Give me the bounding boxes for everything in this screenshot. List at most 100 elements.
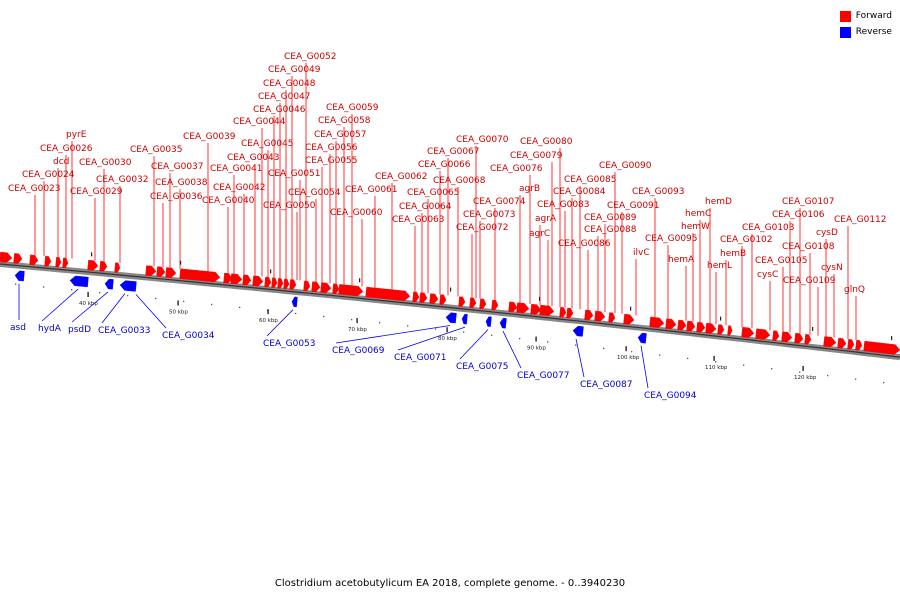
- forward-gene-label: CEA_G0072: [456, 223, 509, 233]
- forward-gene-arrow: [608, 312, 616, 323]
- reverse-gene-arrow: [445, 312, 457, 324]
- minor-tick: [547, 341, 549, 343]
- forward-gene-label: CEA_G0067: [427, 147, 480, 157]
- reverse-gene-label: asd: [10, 323, 26, 333]
- minor-tick: [491, 334, 493, 337]
- forward-gene-label: CEA_G0090: [599, 161, 652, 171]
- forward-gene-label: CEA_G0047: [258, 92, 311, 102]
- reverse-gene-arrow: [572, 325, 584, 337]
- forward-gene-label: CEA_G0074: [473, 197, 526, 207]
- forward-gene-label: CEA_G0068: [433, 176, 486, 186]
- forward-gene-arrow: [277, 278, 284, 289]
- forward-gene-label: CEA_G0062: [375, 172, 428, 182]
- minor-tick: [827, 374, 829, 377]
- forward-gene-label: CEA_G0089: [584, 213, 637, 223]
- scale-tick: [802, 365, 804, 371]
- minor-tick: [127, 294, 129, 297]
- forward-gene-label: glnQ: [844, 285, 865, 295]
- minor-tick: [659, 354, 661, 356]
- forward-gene-label: cysD: [816, 228, 838, 238]
- minor-tick: [687, 357, 689, 360]
- scale-tick-label: 80 kbp: [438, 336, 457, 342]
- scale-tick: [625, 346, 627, 352]
- forward-gene-label: CEA_G0085: [564, 175, 617, 185]
- scale-tick-label: 100 kbp: [617, 355, 640, 361]
- forward-gene-arrow: [804, 334, 812, 345]
- forward-gene-label: CEA_G0103: [742, 223, 795, 233]
- forward-gene-label: CEA_G0086: [558, 239, 611, 249]
- forward-gene-label: hemW: [681, 222, 710, 232]
- minor-tick: [323, 315, 325, 318]
- forward-gene-label: hemB: [720, 249, 746, 259]
- minor-tick: [799, 371, 801, 373]
- forward-gene-label: cysN: [821, 263, 843, 273]
- forward-gene-label: agrB: [519, 184, 540, 194]
- reverse-gene-arrow: [499, 317, 507, 329]
- forward-gene-arrow: [44, 255, 52, 267]
- forward-gene-arrow: [677, 319, 687, 331]
- minor-tick: [183, 300, 185, 303]
- minor-tick: [575, 344, 577, 346]
- forward-gene-arrow: [530, 303, 542, 315]
- reverse-gene-label: CEA_G0075: [456, 362, 509, 372]
- track-marker: [720, 316, 722, 321]
- forward-gene-arrow: [855, 339, 863, 351]
- backbone-line: [0, 263, 900, 358]
- forward-gene-label: CEA_G0057: [314, 130, 367, 140]
- forward-gene-label: CEA_G0112: [834, 215, 887, 225]
- track-marker: [91, 252, 93, 257]
- scale-tick-label: 120 kbp: [794, 375, 817, 381]
- reverse-gene-arrow: [119, 280, 137, 292]
- forward-gene-label: CEA_G0060: [330, 208, 383, 218]
- reverse-gene-arrow: [14, 270, 25, 282]
- forward-gene-label: CEA_G0036: [150, 192, 203, 202]
- forward-gene-label: hemL: [707, 261, 732, 271]
- forward-gene-label: CEA_G0038: [155, 178, 208, 188]
- forward-gene-arrow: [252, 275, 264, 287]
- forward-gene-arrow: [863, 340, 900, 355]
- minor-tick: [211, 303, 213, 306]
- forward-gene-label: pyrE: [66, 130, 87, 140]
- forward-gene-label: cysC: [757, 270, 778, 280]
- reverse-gene-arrow: [104, 278, 114, 290]
- minor-tick: [239, 306, 241, 309]
- legend-label-forward: Forward: [855, 11, 892, 21]
- forward-gene-label: hemA: [668, 255, 695, 265]
- forward-gene-label: CEA_G0055: [305, 156, 358, 166]
- forward-gene-label: CEA_G0091: [607, 201, 660, 211]
- forward-gene-arrow: [412, 291, 420, 303]
- legend: Forward Reverse: [839, 8, 892, 40]
- forward-gene-arrow: [594, 310, 606, 322]
- forward-gene-arrow: [311, 281, 321, 293]
- scale-tick: [535, 336, 537, 342]
- forward-gene-arrow: [55, 256, 62, 268]
- forward-gene-label: CEA_G0073: [463, 210, 516, 220]
- scale-tick-label: 70 kbp: [348, 327, 367, 333]
- forward-gene-arrow: [320, 282, 332, 294]
- scale-tick-label: 50 kbp: [169, 309, 188, 315]
- forward-gene-label: CEA_G0042: [213, 183, 266, 193]
- minor-tick: [631, 351, 633, 353]
- forward-gene-arrow: [29, 254, 39, 266]
- reverse-gene-arrow: [69, 275, 89, 288]
- minor-tick: [743, 364, 745, 366]
- forward-gene-arrow: [439, 294, 447, 305]
- forward-gene-label: CEA_G0108: [782, 242, 835, 252]
- forward-gene-arrow: [516, 302, 530, 314]
- reverse-swatch: [839, 26, 851, 38]
- track-marker: [891, 336, 893, 341]
- forward-gene-arrow: [717, 324, 725, 335]
- forward-swatch: [839, 10, 851, 22]
- forward-gene-arrow: [165, 267, 177, 278]
- forward-gene-label: CEA_G0032: [96, 175, 149, 185]
- reverse-gene-label: CEA_G0069: [332, 346, 385, 356]
- forward-gene-arrow: [566, 307, 574, 319]
- scale-tick: [177, 300, 179, 306]
- forward-gene-arrow: [0, 251, 13, 263]
- minor-tick: [855, 378, 857, 380]
- reverse-leader-line: [101, 293, 126, 324]
- forward-gene-arrow: [99, 261, 108, 272]
- reverse-leader-line: [41, 288, 79, 322]
- forward-gene-arrow: [741, 326, 755, 338]
- forward-gene-label: CEA_G0102: [720, 235, 773, 245]
